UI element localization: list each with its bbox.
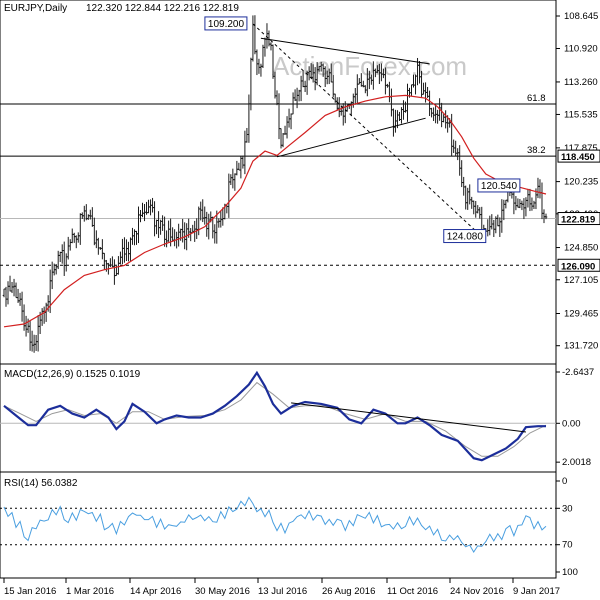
rsi-title: RSI(14) 56.0382	[4, 478, 78, 489]
x-tick-label: 13 Jul 2016	[258, 586, 307, 597]
rsi-panel-frame	[0, 471, 557, 579]
macd-line	[3, 370, 546, 462]
fib-label: 38.2	[527, 145, 546, 156]
price-annotation-box	[204, 16, 248, 31]
level-value-box	[557, 149, 600, 163]
price-annotation: 124.080	[447, 232, 484, 243]
level-value-label: 118.450	[561, 152, 595, 163]
x-tick-label: 9 Jan 2017	[513, 586, 560, 597]
price-y-tick-label: 113.260	[564, 77, 598, 88]
price-y-tick-label: 117.875	[564, 143, 598, 154]
x-tick-label: 24 Nov 2016	[450, 586, 504, 597]
triangle-upper-line	[276, 117, 426, 158]
moving-average-line	[3, 94, 547, 328]
level-value-box	[557, 258, 600, 272]
macd-layer	[0, 370, 556, 462]
macd-trend-line	[291, 402, 526, 433]
triangle-lower-line	[260, 37, 430, 65]
x-tick-label: 26 Aug 2016	[322, 586, 375, 597]
x-tick-label: 14 Apr 2016	[130, 586, 181, 597]
axis-layer: 131.720129.465127.105124.850122.490120.2…	[3, 11, 600, 597]
chart-symbol: EURJPY,Daily	[4, 3, 67, 14]
level-value-box	[557, 212, 600, 226]
rsi-y-tick-label: 100	[562, 567, 578, 578]
macd-title: MACD(12,26,9) 0.1525 0.1019	[4, 369, 141, 380]
rsi-line	[3, 496, 547, 553]
fib-label: 61.8	[527, 93, 546, 104]
price-annotation: 120.540	[481, 181, 518, 192]
chart-ohlc: 122.320 122.844 122.216 122.819	[86, 3, 239, 14]
x-tick-label: 1 Mar 2016	[66, 586, 114, 597]
rsi-y-tick-label: 70	[562, 540, 573, 551]
rsi-layer	[0, 496, 556, 553]
price-y-tick-label: 131.720	[564, 341, 598, 352]
macd-y-tick-label: -2.6437	[562, 367, 594, 378]
macd-y-tick-label: 2.0018	[562, 457, 591, 468]
price-y-tick-label: 120.235	[564, 177, 598, 188]
price-annotation-box	[477, 178, 521, 193]
rsi-y-tick-label: 0	[562, 476, 567, 487]
price-y-tick-label: 127.105	[564, 275, 598, 286]
x-tick-label: 11 Oct 2016	[387, 586, 438, 597]
level-value-label: 126.090	[561, 261, 595, 272]
price-layer: 38.2 61.8 124.080 120.540 109.200	[0, 15, 556, 353]
rising-trend-line	[252, 23, 483, 237]
x-tick-label: 30 May 2016	[195, 586, 250, 597]
macd-y-tick-label: 0.00	[562, 418, 581, 429]
price-annotation: 109.200	[208, 19, 245, 30]
macd-panel-frame	[0, 363, 557, 473]
price-annotation-box	[443, 229, 487, 244]
price-y-tick-label: 129.465	[564, 308, 598, 319]
x-tick-label: 15 Jan 2016	[4, 586, 56, 597]
price-y-tick-label: 124.850	[564, 243, 598, 254]
level-value-label: 122.819	[561, 215, 595, 226]
rsi-y-tick-label: 30	[562, 503, 573, 514]
price-y-tick-label: 110.920	[564, 44, 598, 55]
price-y-tick-label: 108.645	[564, 11, 598, 22]
price-y-tick-label: 115.535	[564, 109, 598, 120]
